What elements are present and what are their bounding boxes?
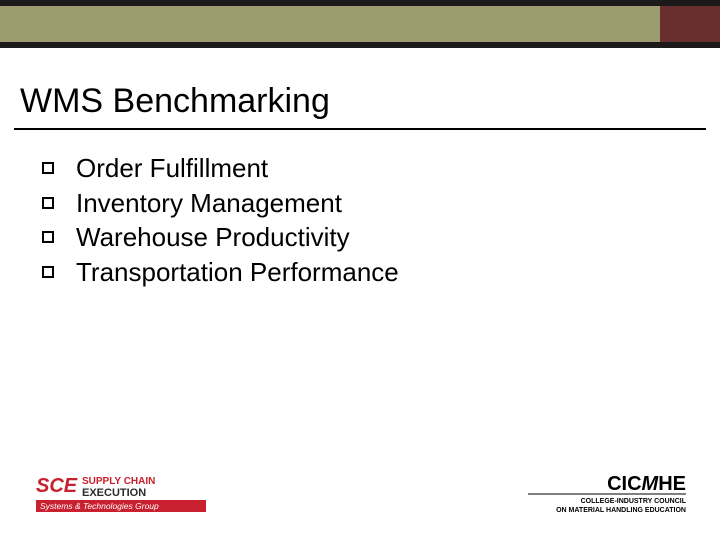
list-item-label: Inventory Management bbox=[76, 187, 342, 220]
square-bullet-icon bbox=[42, 162, 54, 174]
sce-logo-icon: SCE SUPPLY CHAIN EXECUTION Systems & Tec… bbox=[36, 472, 216, 520]
banner-stripe-bottom bbox=[0, 42, 720, 48]
page-title: WMS Benchmarking bbox=[20, 82, 330, 121]
banner-maroon-block bbox=[660, 6, 720, 42]
title-underline bbox=[14, 128, 706, 130]
logo-text: EXECUTION bbox=[82, 487, 146, 499]
list-item: Inventory Management bbox=[42, 187, 399, 220]
cicmhe-logo: CICMHE COLLEGE-INDUSTRY COUNCIL ON MATER… bbox=[518, 472, 688, 520]
cicmhe-logo-icon: CICMHE COLLEGE-INDUSTRY COUNCIL ON MATER… bbox=[518, 472, 688, 520]
list-item: Order Fulfillment bbox=[42, 152, 399, 185]
banner-olive-block bbox=[0, 6, 660, 42]
square-bullet-icon bbox=[42, 266, 54, 278]
square-bullet-icon bbox=[42, 197, 54, 209]
logo-text: SUPPLY CHAIN bbox=[82, 476, 155, 487]
square-bullet-icon bbox=[42, 231, 54, 243]
bullet-list: Order Fulfillment Inventory Management W… bbox=[42, 152, 399, 290]
sce-logo: SCE SUPPLY CHAIN EXECUTION Systems & Tec… bbox=[36, 472, 216, 520]
list-item-label: Order Fulfillment bbox=[76, 152, 268, 185]
logo-text: ON MATERIAL HANDLING EDUCATION bbox=[556, 507, 686, 514]
logo-text: COLLEGE-INDUSTRY COUNCIL bbox=[581, 498, 687, 505]
logo-text: Systems & Technologies Group bbox=[40, 501, 159, 511]
list-item: Warehouse Productivity bbox=[42, 221, 399, 254]
list-item-label: Transportation Performance bbox=[76, 256, 399, 289]
logo-text: CICMHE bbox=[607, 473, 686, 495]
list-item: Transportation Performance bbox=[42, 256, 399, 289]
logo-text: SCE bbox=[36, 475, 78, 497]
list-item-label: Warehouse Productivity bbox=[76, 221, 350, 254]
top-banner bbox=[0, 0, 720, 48]
